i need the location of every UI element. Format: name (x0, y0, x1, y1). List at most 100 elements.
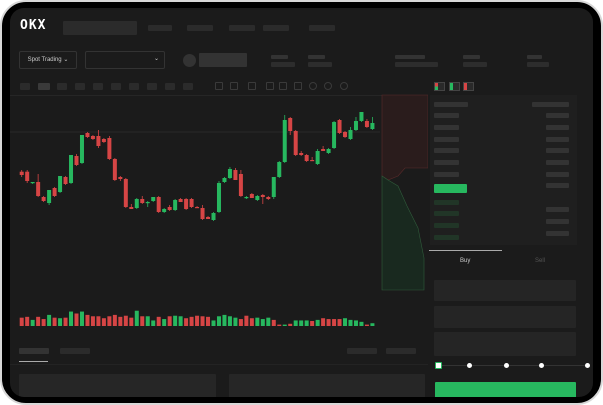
candle-body (30, 182, 35, 184)
stat-value (271, 62, 295, 67)
price-input[interactable] (434, 280, 576, 301)
candle-body (266, 197, 271, 199)
slider-stop[interactable] (466, 363, 472, 368)
timeframe-button[interactable] (57, 83, 67, 90)
app-screen: OKX Spot Trading ⌄ ⌄ Buy Sell (10, 8, 593, 397)
timeframe-button[interactable] (165, 83, 175, 90)
nav-item[interactable] (187, 25, 213, 31)
volume-bar (359, 321, 364, 326)
fullscreen-icon[interactable] (340, 82, 348, 90)
buy-submit-button[interactable] (435, 382, 576, 397)
timeframe-button[interactable] (147, 83, 157, 90)
nav-item[interactable] (309, 25, 335, 31)
candle-body (359, 112, 364, 121)
volume-bar (343, 318, 348, 326)
chevron-down-icon[interactable] (266, 82, 274, 90)
chevron-down-icon[interactable] (230, 82, 238, 90)
slider-handle[interactable] (435, 362, 442, 369)
volume-bar (112, 314, 117, 326)
candle-body (348, 130, 353, 139)
volume-bar (206, 316, 211, 326)
orderbook-bids-icon[interactable] (449, 82, 460, 91)
volume-bar (184, 318, 189, 326)
pair-dropdown[interactable]: ⌄ (85, 51, 165, 69)
ask-amount (546, 125, 569, 130)
volume-bar (195, 315, 200, 326)
amount-slider-track[interactable] (438, 365, 588, 366)
volume-bar (310, 321, 315, 326)
candle-body (79, 135, 84, 163)
bid-depth-area (381, 175, 425, 291)
filter-button[interactable] (347, 348, 377, 354)
timeframe-button[interactable] (183, 83, 193, 90)
candle-body (134, 199, 139, 208)
camera-icon[interactable] (309, 82, 317, 90)
amount-input[interactable] (434, 306, 576, 328)
volume-bar (52, 317, 57, 326)
candle-body (19, 171, 24, 175)
order-card (229, 374, 425, 397)
settings-icon[interactable] (324, 82, 332, 90)
volume-bar (304, 320, 309, 326)
volume-bar (293, 320, 298, 326)
timeframe-button[interactable] (93, 83, 103, 90)
ask-price (434, 137, 459, 142)
candle-body (101, 139, 106, 142)
candle-body (123, 179, 128, 207)
orderbook-asks-icon[interactable] (463, 82, 474, 91)
timeframe-button[interactable] (75, 83, 85, 90)
nav-item[interactable] (229, 25, 255, 31)
slider-stop[interactable] (538, 363, 544, 368)
spot-trading-button[interactable]: Spot Trading ⌄ (19, 51, 77, 69)
volume-bar (277, 324, 282, 326)
tab-sell[interactable]: Sell (535, 258, 546, 264)
ask-price (434, 125, 459, 130)
volume-bar (200, 316, 205, 326)
okx-logo[interactable]: OKX (20, 18, 47, 33)
nav-item[interactable] (263, 25, 289, 31)
search-bar[interactable] (63, 21, 137, 35)
open-orders-underline (19, 361, 48, 362)
orderbook-both-icon[interactable] (434, 82, 445, 91)
candle-body (244, 197, 249, 199)
toolbar-divider (10, 95, 428, 96)
volume-bar (129, 317, 134, 326)
candle-body (216, 183, 221, 212)
nav-item[interactable] (148, 25, 172, 31)
timeframe-button[interactable] (111, 83, 121, 90)
ruler-icon[interactable] (294, 82, 302, 90)
ask-amount (546, 148, 569, 153)
bid-amount (546, 207, 569, 212)
slider-stop[interactable] (503, 363, 509, 368)
indicator-icon[interactable] (215, 82, 223, 90)
chevron-down-icon: ⌄ (63, 57, 69, 63)
candle-body (370, 123, 375, 129)
candle-body (310, 160, 315, 162)
tab-open-orders[interactable] (19, 348, 49, 354)
draw-line-icon[interactable] (248, 82, 256, 90)
timeframe-button[interactable] (129, 83, 139, 90)
candle-body (343, 132, 348, 137)
wave-icon[interactable] (279, 82, 287, 90)
candle-body (25, 171, 30, 181)
tab-order-history[interactable] (60, 348, 90, 354)
timeframe-button[interactable] (20, 83, 30, 90)
filter-button[interactable] (386, 348, 416, 354)
candle-body (41, 197, 46, 201)
candle-body (304, 155, 309, 161)
volume-bar (162, 319, 167, 326)
total-input[interactable] (434, 332, 576, 356)
candle-body (293, 131, 298, 155)
candlestick-chart[interactable] (10, 8, 428, 338)
bid-amount (546, 219, 569, 224)
candle-body (129, 207, 134, 209)
pair-price (199, 53, 247, 67)
bid-amount (546, 231, 569, 236)
buy-tab-underline (429, 250, 502, 251)
volume-bar (123, 315, 128, 326)
volume-bar (134, 310, 139, 326)
tab-buy[interactable]: Buy (460, 258, 471, 264)
slider-stop[interactable] (584, 363, 590, 368)
stat-value (395, 62, 438, 67)
timeframe-button[interactable] (38, 83, 50, 90)
